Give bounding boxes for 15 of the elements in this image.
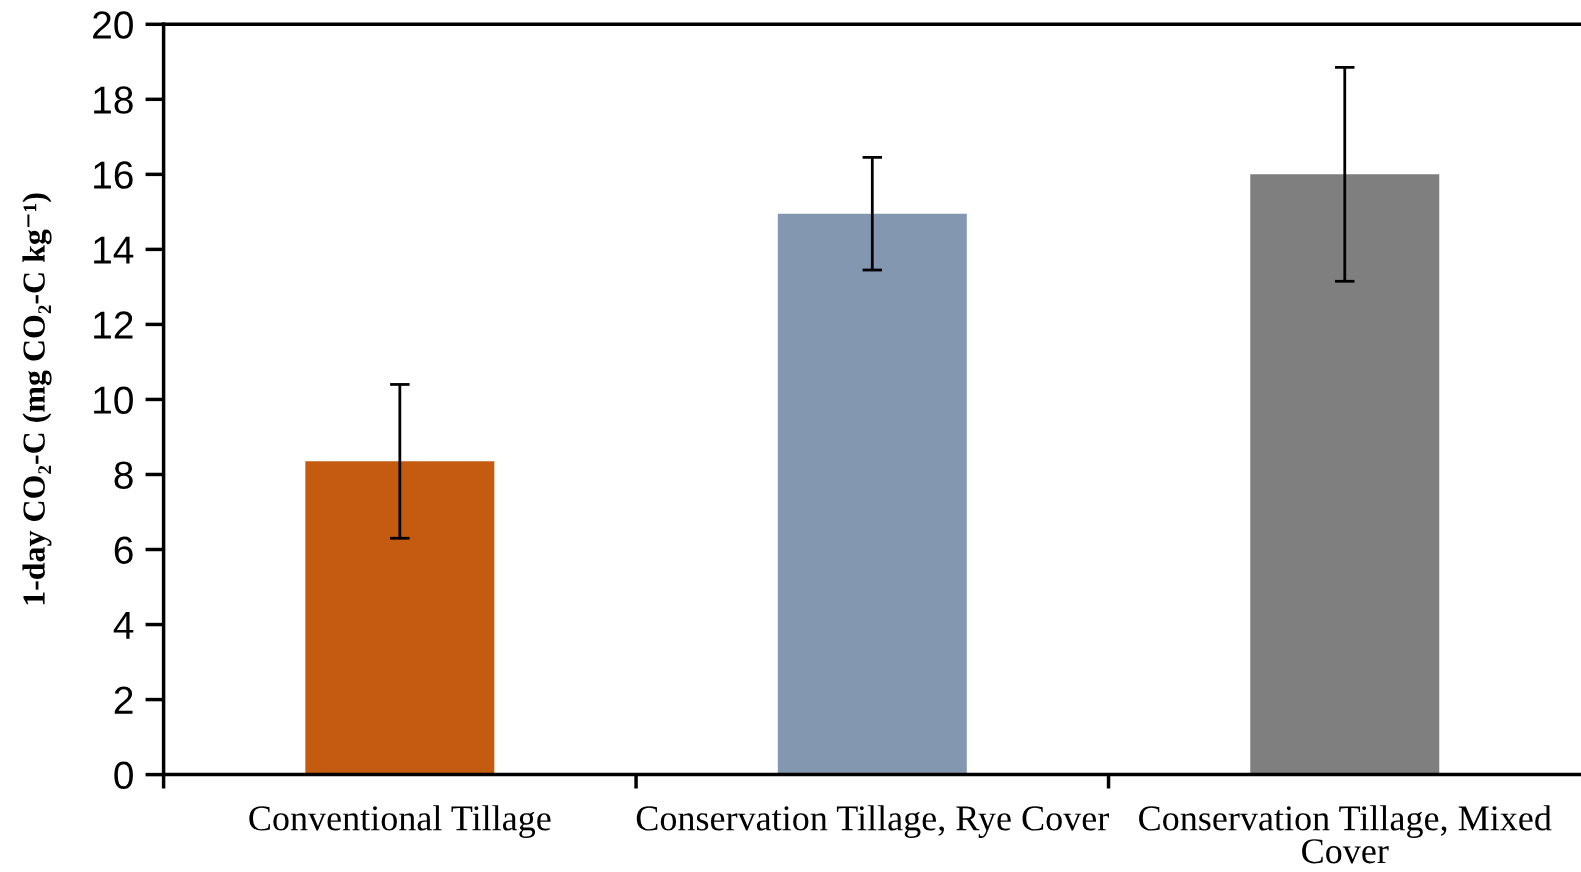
y-tick-label: 6 <box>114 536 133 564</box>
y-tick-label: 12 <box>94 311 133 339</box>
y-axis-title: 1-day CO₂-C (mg CO₂-C kg⁻¹) <box>22 193 52 605</box>
y-tick-label: 10 <box>94 386 133 414</box>
y-tick-label: 16 <box>94 161 133 189</box>
y-tick-label: 18 <box>94 86 133 114</box>
x-tick-label: Conservation Tillage, Mixed Cover <box>1139 805 1552 864</box>
y-tick-label: 20 <box>93 11 133 39</box>
y-tick-label: 8 <box>114 461 133 489</box>
y-tick-label: 0 <box>114 761 133 790</box>
x-tick-label: Conventional Tillage <box>249 805 551 839</box>
y-tick-label: 4 <box>113 611 134 639</box>
y-tick-label: 2 <box>114 686 133 714</box>
x-tick-label: Conservation Tillage, Rye Cover <box>636 805 1109 839</box>
y-tick-label: 14 <box>94 236 134 264</box>
